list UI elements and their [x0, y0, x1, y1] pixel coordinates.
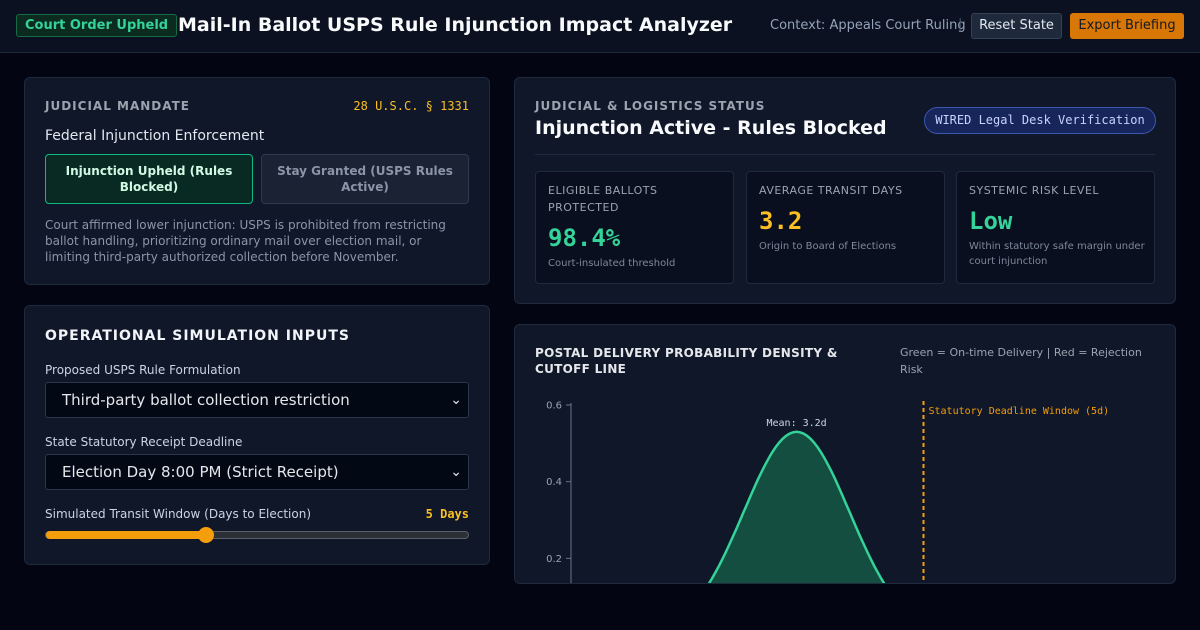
status-divider — [535, 154, 1155, 155]
cutoff-label: Statutory Deadline Window (5d) — [929, 406, 1110, 417]
chevron-down-icon: ⌄ — [450, 464, 462, 480]
chart-title: POSTAL DELIVERY PROBABILITY DENSITY & CU… — [535, 346, 838, 376]
ops-title: OPERATIONAL SIMULATION INPUTS — [45, 328, 350, 344]
context-label: Context: Appeals Court Ruling — [770, 18, 966, 33]
metric-card-transit: AVERAGE TRANSIT DAYS 3.2 Origin to Board… — [746, 171, 945, 284]
y-tick-label: 0.2 — [546, 554, 562, 565]
deadline-select-value: Election Day 8:00 PM (Strict Receipt) — [62, 463, 339, 481]
deadline-select[interactable]: Election Day 8:00 PM (Strict Receipt) ⌄ — [45, 454, 469, 490]
metric-value: 98.4% — [548, 224, 621, 252]
metric-label: SYSTEMIC RISK LEVEL — [969, 184, 1100, 197]
status-caption: JUDICIAL & LOGISTICS STATUS — [535, 99, 766, 113]
metric-value: Low — [969, 207, 1013, 235]
operational-inputs-panel: OPERATIONAL SIMULATION INPUTS Proposed U… — [24, 305, 490, 565]
density-curve — [707, 430, 886, 583]
delivery-density-panel: POSTAL DELIVERY PROBABILITY DENSITY & CU… — [514, 324, 1176, 584]
density-chart: 0.6 0.4 0.2 Mean: 3.2d Statutory Deadline … — [546, 401, 1110, 583]
verification-badge: WIRED Legal Desk Verification — [924, 107, 1156, 134]
metric-card-ballots: ELIGIBLE BALLOTS PROTECTED 98.4% Court-i… — [535, 171, 734, 284]
slider-fill — [46, 531, 207, 539]
injunction-upheld-label: Injunction Upheld (Rules Blocked) — [65, 164, 233, 194]
rule-label: Proposed USPS Rule Formulation — [45, 363, 241, 377]
stay-granted-toggle[interactable]: Stay Granted (USPS Rules Active) — [261, 154, 469, 204]
metric-label: AVERAGE TRANSIT DAYS — [759, 184, 903, 197]
mandate-caption: JUDICIAL MANDATE — [45, 99, 190, 113]
chart-legend: Green = On-time Delivery | Red = Rejecti… — [900, 346, 1142, 376]
status-badge: Court Order Upheld — [16, 14, 178, 37]
slider-thumb[interactable] — [198, 527, 215, 543]
transit-label: Simulated Transit Window (Days to Electi… — [45, 507, 312, 521]
statute-citation: 28 U.S.C. § 1331 — [353, 99, 469, 113]
metric-sub: Origin to Board of Elections — [759, 241, 897, 252]
y-tick-label: 0.4 — [546, 477, 562, 488]
rule-select[interactable]: Third-party ballot collection restrictio… — [45, 382, 469, 418]
transit-value: 5 Days — [425, 507, 469, 521]
density-area — [709, 431, 884, 583]
y-tick-label: 0.6 — [546, 401, 562, 412]
header-separator: | — [958, 17, 963, 32]
metric-card-risk: SYSTEMIC RISK LEVEL Low Within statutory… — [956, 171, 1155, 284]
status-heading: Injunction Active - Rules Blocked — [535, 117, 887, 139]
status-panel: JUDICIAL & LOGISTICS STATUS Injunction A… — [514, 77, 1176, 304]
stay-granted-label: Stay Granted (USPS Rules Active) — [277, 164, 453, 194]
deadline-label: State Statutory Receipt Deadline — [45, 435, 243, 449]
export-briefing-button[interactable]: Export Briefing — [1070, 13, 1184, 39]
judicial-mandate-panel: JUDICIAL MANDATE 28 U.S.C. § 1331 Federa… — [24, 77, 490, 285]
metric-label: ELIGIBLE BALLOTS PROTECTED — [548, 184, 658, 214]
metric-sub: Within statutory safe margin under court… — [969, 241, 1145, 267]
top-bar: Court Order Upheld Mail-In Ballot USPS R… — [0, 0, 1200, 53]
transit-slider[interactable] — [45, 527, 469, 543]
reset-state-button[interactable]: Reset State — [971, 13, 1062, 39]
metric-sub: Court-insulated threshold — [548, 258, 676, 269]
metric-value: 3.2 — [759, 207, 803, 235]
chevron-down-icon: ⌄ — [450, 392, 462, 408]
mean-label: Mean: 3.2d — [766, 418, 826, 429]
injunction-upheld-toggle[interactable]: Injunction Upheld (Rules Blocked) — [45, 154, 253, 204]
rule-select-value: Third-party ballot collection restrictio… — [62, 391, 350, 409]
mandate-description: Court affirmed lower injunction: USPS is… — [45, 218, 446, 264]
mandate-heading: Federal Injunction Enforcement — [45, 128, 265, 144]
app-title: Mail-In Ballot USPS Rule Injunction Impa… — [178, 14, 733, 36]
